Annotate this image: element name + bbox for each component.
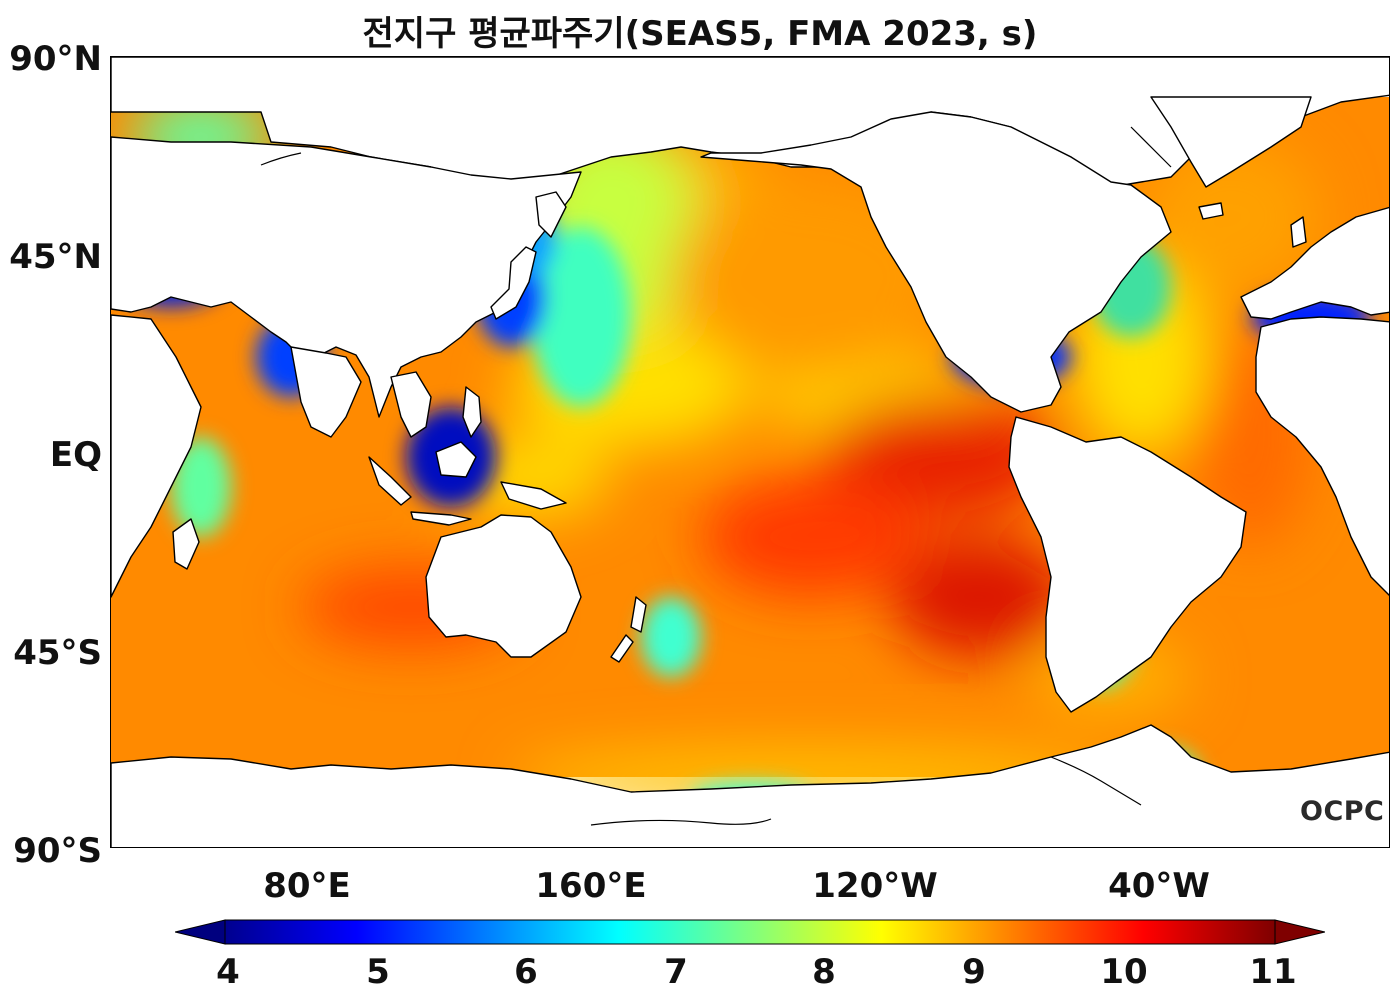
philippines-land: [462, 386, 482, 438]
colorbar-extend-low: [175, 919, 226, 945]
north-america-land: [700, 111, 1172, 413]
madagascar-land: [172, 518, 200, 570]
ocpc-logo: OCPC: [1300, 796, 1385, 827]
australia-land: [425, 514, 582, 658]
y-tick-90s: 90°S: [13, 831, 102, 871]
colorbar-tick-8: 8: [812, 952, 836, 992]
y-tick-90n: 90°N: [9, 39, 102, 79]
new-zealand-land: [630, 596, 647, 633]
africa-land: [111, 314, 202, 598]
land: [111, 57, 1389, 847]
colorbar-tick-10: 10: [1100, 952, 1148, 992]
greenland-land: [1150, 96, 1312, 188]
y-tick-45n: 45°N: [9, 237, 102, 277]
map-panel: [110, 56, 1390, 848]
colorbar-tick-4: 4: [216, 952, 240, 992]
new-guinea-land: [500, 481, 567, 510]
colorbar-extend-high: [1274, 919, 1325, 945]
colorbar-tick-6: 6: [514, 952, 538, 992]
y-tick-eq: EQ: [49, 435, 102, 475]
new-zealand-south-land: [610, 634, 634, 663]
colorbar-tick-11: 11: [1249, 952, 1297, 992]
south-america-land: [1008, 416, 1247, 713]
x-tick-160e: 160°E: [535, 866, 647, 906]
colorbar: [175, 919, 1325, 945]
japan-land: [490, 246, 537, 320]
coastline-details: [260, 126, 1172, 826]
x-tick-80e: 80°E: [263, 866, 351, 906]
india-land: [290, 346, 362, 438]
europe-land: [1240, 206, 1389, 320]
map-canvas: [111, 57, 1389, 847]
colorbar-tick-9: 9: [962, 952, 986, 992]
x-tick-40w: 40°W: [1108, 866, 1210, 906]
africa-west-land: [1255, 316, 1389, 596]
antarctica-land: [111, 724, 1389, 847]
sumatra-land: [368, 456, 412, 506]
asia-land: [111, 136, 582, 418]
colorbar-tick-5: 5: [366, 952, 390, 992]
colorbar-gradient: [224, 919, 1276, 945]
kamchatka-land: [535, 191, 567, 238]
indochina-land: [390, 371, 432, 438]
borneo-land: [435, 441, 477, 478]
map-title: 전지구 평균파주기(SEAS5, FMA 2023, s): [362, 14, 1038, 54]
y-tick-45s: 45°S: [13, 633, 102, 673]
x-tick-120w: 120°W: [812, 866, 938, 906]
iceland-land: [1198, 202, 1224, 220]
colorbar-tick-7: 7: [664, 952, 688, 992]
java-land: [410, 511, 472, 526]
british-isles-land: [1290, 216, 1307, 248]
